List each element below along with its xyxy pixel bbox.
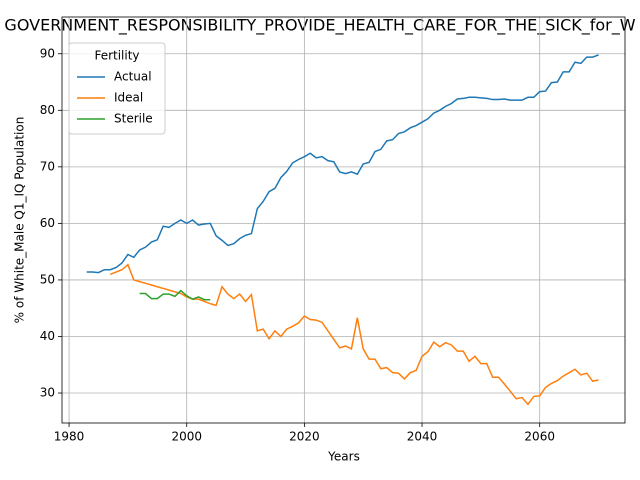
chart-title: GOVERNMENT_RESPONSIBILITY_PROVIDE_HEALTH… (4, 16, 635, 36)
axes-frame (61, 16, 626, 424)
y-axis-label: % of White_Male Q1_IQ Population (13, 117, 27, 324)
y-tick-label: 60 (40, 216, 55, 230)
x-tick-label: 2000 (171, 430, 202, 444)
x-tick-label: 2060 (524, 430, 555, 444)
y-tick-label: 50 (40, 272, 55, 286)
series-line (86, 54, 599, 274)
legend-label: Actual (114, 70, 152, 84)
legend-label: Ideal (114, 91, 143, 105)
x-tick-label: 2040 (407, 430, 438, 444)
x-tick-label: 2020 (289, 430, 320, 444)
y-tick-label: 30 (40, 386, 55, 400)
series-line (139, 289, 211, 301)
x-tick-label: 1980 (54, 430, 85, 444)
y-tick-label: 40 (40, 329, 55, 343)
x-axis-label: Years (327, 450, 360, 464)
y-tick-label: 90 (40, 46, 55, 60)
legend-title: Fertility (94, 49, 139, 63)
legend-label: Sterile (114, 112, 153, 126)
y-tick-label: 70 (40, 159, 55, 173)
legend-box (68, 42, 166, 135)
y-tick-label: 80 (40, 103, 55, 117)
